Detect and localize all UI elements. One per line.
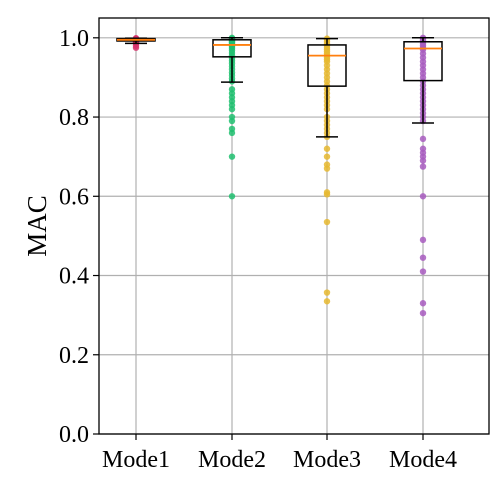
y-tick-label: 0.8: [59, 105, 89, 131]
iqr-box: [212, 39, 252, 58]
y-tick-label: 0.6: [59, 184, 89, 210]
data-point: [323, 153, 331, 160]
data-point: [419, 193, 427, 200]
grid-lines: [99, 18, 489, 435]
box-plots: [116, 37, 443, 138]
box-mode2: [212, 37, 252, 83]
data-point: [132, 44, 140, 51]
iqr-box: [307, 44, 347, 87]
y-tick-label: 1.0: [59, 26, 89, 52]
box-mode3: [307, 37, 347, 138]
y-axis-title: MAC: [22, 195, 52, 257]
x-tick-label: Mode1: [102, 447, 170, 473]
x-tick-label: Mode3: [293, 447, 361, 473]
data-point: [323, 218, 331, 226]
y-tick-label: 0.0: [59, 422, 89, 448]
box-mode4: [403, 37, 443, 124]
data-point: [323, 298, 331, 305]
x-axis: Mode1 Mode2 Mode3 Mode4: [102, 434, 457, 473]
data-point: [228, 105, 236, 113]
data-point: [228, 129, 236, 137]
data-points: [132, 34, 427, 317]
data-point: [419, 254, 427, 261]
data-point: [419, 157, 427, 164]
data-point: [419, 163, 427, 170]
plot-frame: [98, 17, 490, 435]
data-point: [419, 135, 427, 143]
data-point: [323, 191, 331, 198]
y-tick-label: 0.4: [59, 264, 89, 290]
data-point: [419, 236, 427, 244]
box-mode1: [116, 37, 156, 45]
data-point: [323, 165, 331, 172]
data-point: [419, 300, 427, 307]
data-point: [228, 153, 236, 160]
data-point: [419, 309, 427, 317]
data-point: [228, 117, 236, 125]
data-point: [323, 145, 331, 152]
y-axis: 0.0 0.2 0.4 0.6 0.8 1.0: [59, 26, 99, 448]
data-point: [419, 268, 427, 275]
x-tick-label: Mode4: [389, 447, 457, 473]
data-point: [323, 289, 331, 296]
x-tick-label: Mode2: [198, 447, 266, 473]
data-point: [228, 193, 236, 200]
y-tick-label: 0.2: [59, 343, 89, 369]
iqr-box: [403, 41, 443, 82]
